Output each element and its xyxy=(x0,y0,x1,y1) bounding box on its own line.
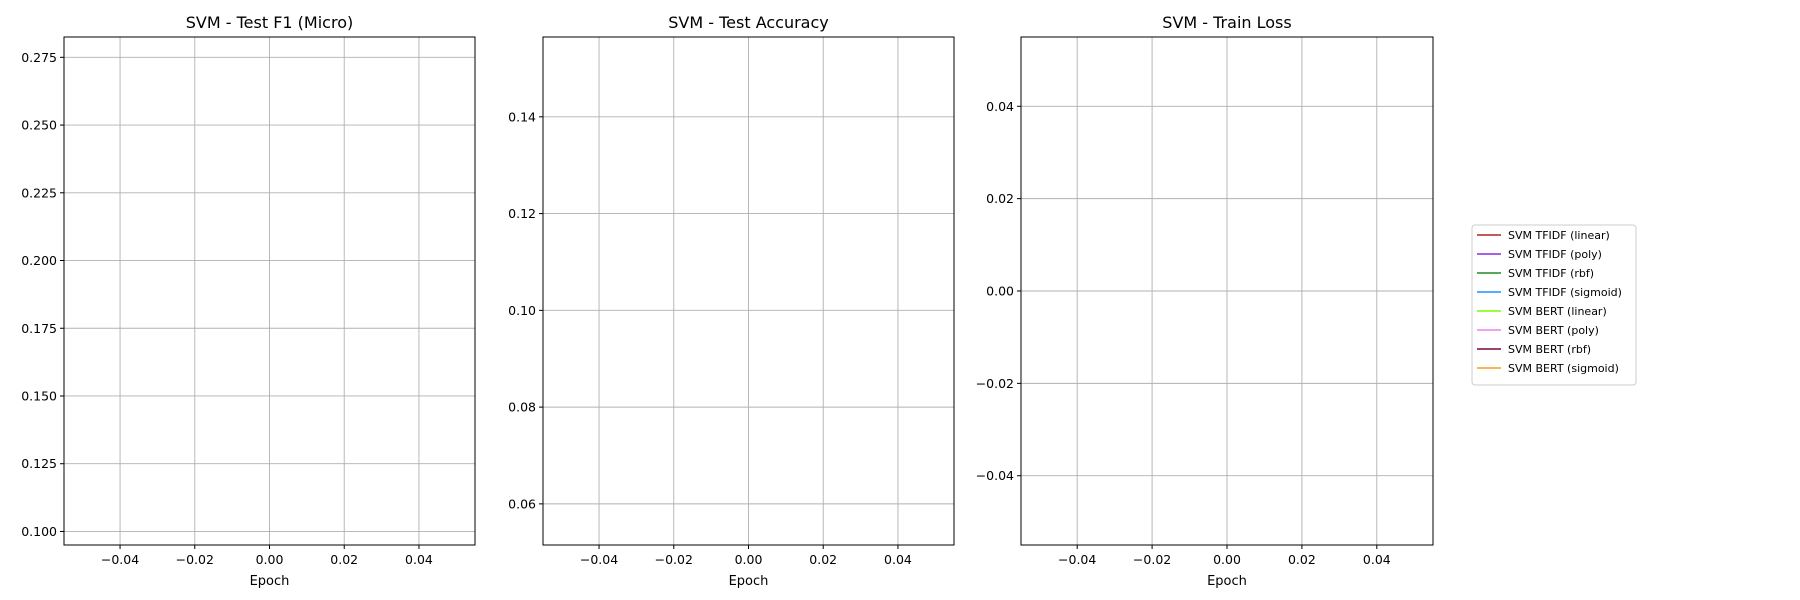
x-axis-label: Epoch xyxy=(729,574,769,589)
x-axis-label: Epoch xyxy=(250,574,290,589)
legend-label: SVM TFIDF (linear) xyxy=(1508,229,1610,242)
subplot-title: SVM - Test Accuracy xyxy=(668,13,829,32)
x-tick-label: −0.04 xyxy=(1058,552,1096,567)
x-tick-label: 0.04 xyxy=(405,552,433,567)
x-tick-label: 0.00 xyxy=(256,552,284,567)
y-tick-label: 0.125 xyxy=(21,456,57,471)
y-tick-label: 0.06 xyxy=(508,496,536,511)
y-tick-label: −0.02 xyxy=(976,376,1014,391)
y-tick-label: 0.275 xyxy=(21,50,57,65)
y-tick-label: 0.150 xyxy=(21,388,57,403)
legend-label: SVM TFIDF (rbf) xyxy=(1508,267,1594,280)
legend-entry: SVM TFIDF (poly) xyxy=(1477,248,1602,261)
y-tick-label: 0.250 xyxy=(21,118,57,133)
legend-entry: SVM BERT (linear) xyxy=(1477,305,1607,318)
x-axis-label: Epoch xyxy=(1207,574,1247,589)
subplot-3: −0.04 −0.02 0.00 0.02 0.04 −0.04 −0.02 0.00 0.02… xyxy=(976,13,1434,589)
x-tick-label: −0.02 xyxy=(176,552,214,567)
legend-label: SVM BERT (rbf) xyxy=(1508,343,1591,356)
legend-label: SVM TFIDF (poly) xyxy=(1508,248,1602,261)
x-tick-label: 0.02 xyxy=(330,552,358,567)
legend-label: SVM BERT (linear) xyxy=(1508,305,1607,318)
y-tick-label: 0.200 xyxy=(21,253,57,268)
legend-label: SVM BERT (poly) xyxy=(1508,324,1599,337)
x-tick-label: 0.04 xyxy=(884,552,912,567)
x-tick-label: 0.02 xyxy=(809,552,837,567)
legend-entry: SVM BERT (poly) xyxy=(1477,324,1599,337)
y-tick-label: 0.14 xyxy=(508,109,536,124)
legend-label: SVM TFIDF (sigmoid) xyxy=(1508,286,1622,299)
legend-label: SVM BERT (sigmoid) xyxy=(1508,362,1619,375)
x-tick-label: −0.02 xyxy=(655,552,693,567)
y-tick-label: 0.175 xyxy=(21,321,57,336)
subplot-title: SVM - Test F1 (Micro) xyxy=(186,13,353,32)
x-tick-label: −0.04 xyxy=(101,552,139,567)
x-tick-label: 0.02 xyxy=(1288,552,1316,567)
y-tick-label: 0.10 xyxy=(508,303,536,318)
legend-entry: SVM BERT (sigmoid) xyxy=(1477,362,1619,375)
legend-entry: SVM TFIDF (sigmoid) xyxy=(1477,286,1622,299)
y-tick-label: 0.02 xyxy=(986,191,1014,206)
legend-entry: SVM TFIDF (rbf) xyxy=(1477,267,1594,280)
legend-box xyxy=(1471,224,1637,386)
x-tick-label: 0.00 xyxy=(735,552,763,567)
subplot-1: −0.04 −0.02 0.00 0.02 0.04 0.100 0.125 0.150 0.1… xyxy=(21,13,476,589)
y-tick-label: −0.04 xyxy=(976,468,1014,483)
y-tick-label: 0.225 xyxy=(21,185,57,200)
x-tick-label: −0.02 xyxy=(1133,552,1171,567)
legend-entry: SVM BERT (rbf) xyxy=(1477,343,1591,356)
legend: SVM TFIDF (linear) SVM TFIDF (poly) SVM TF… xyxy=(1471,224,1637,386)
subplot-title: SVM - Train Loss xyxy=(1162,13,1291,32)
y-tick-label: 0.00 xyxy=(986,284,1014,299)
y-tick-label: 0.04 xyxy=(986,99,1014,114)
subplots: −0.04 −0.02 0.00 0.02 0.04 0.100 0.125 0.150 0.1… xyxy=(21,13,1434,589)
y-tick-label: 0.08 xyxy=(508,400,536,415)
y-tick-label: 0.12 xyxy=(508,206,536,221)
legend-entry: SVM TFIDF (linear) xyxy=(1477,229,1610,242)
x-tick-label: −0.04 xyxy=(580,552,618,567)
subplot-2: −0.04 −0.02 0.00 0.02 0.04 0.06 0.08 0.10 0.12 0.… xyxy=(508,13,955,589)
x-tick-label: 0.04 xyxy=(1363,552,1391,567)
y-tick-label: 0.100 xyxy=(21,524,57,539)
x-tick-label: 0.00 xyxy=(1213,552,1241,567)
